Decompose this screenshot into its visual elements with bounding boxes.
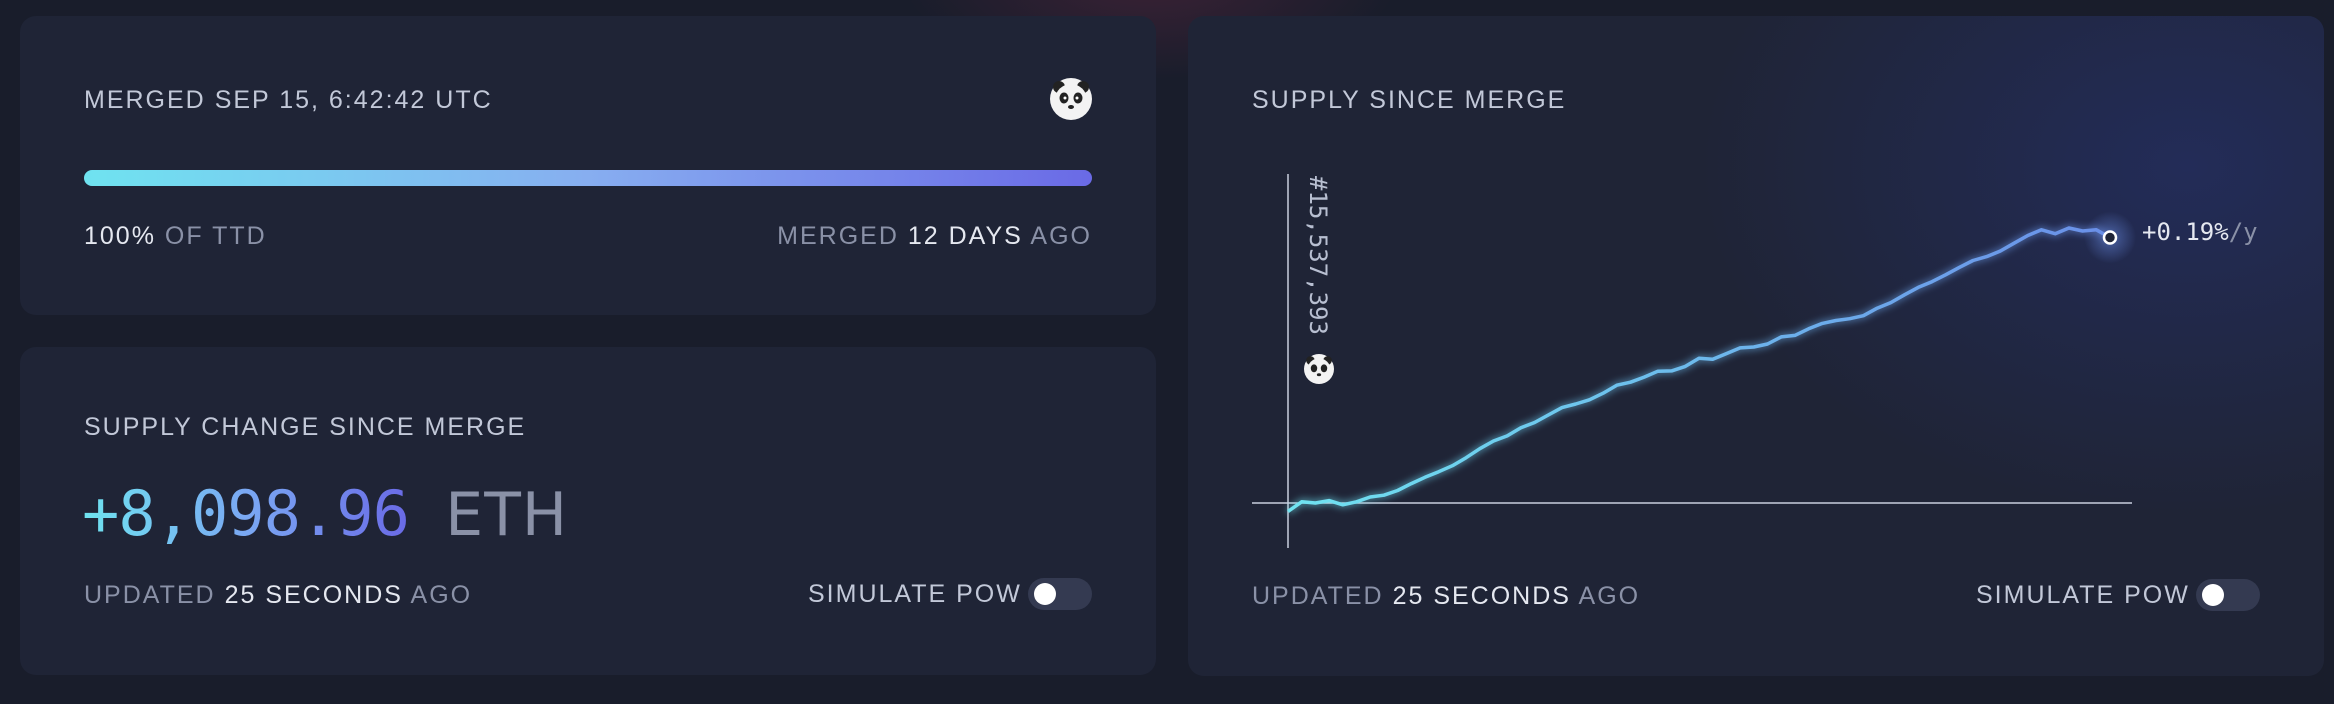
merged-ago: MERGED 12 DAYS AGO: [777, 222, 1092, 251]
supply-chart: [1252, 174, 2136, 548]
ttd-progress-bar: [84, 170, 1092, 186]
chart-updated-prefix: UPDATED: [1252, 582, 1384, 610]
annual-rate: +0.19%/y: [2142, 218, 2258, 246]
chart-updated: UPDATED 25 SECONDS AGO: [1252, 582, 1640, 611]
progress-caption: 100% OF TTD: [84, 222, 267, 251]
simulate-pow-label: SIMULATE PoW: [808, 580, 1022, 608]
supply-updated: UPDATED 25 SECONDS AGO: [84, 581, 472, 610]
supply-change-unit: ETH: [445, 480, 568, 550]
supply-change-value: +8,098.96: [82, 477, 410, 550]
merge-status-card: MERGED SEP 15, 6:42:42 UTC 100% OF TTD M…: [20, 16, 1156, 315]
rate-unit: /y: [2228, 218, 2258, 246]
updated-suffix: AGO: [410, 581, 473, 609]
series-group: [1286, 226, 2111, 513]
chart-updated-suffix: AGO: [1578, 582, 1641, 610]
merged-ago-suffix: AGO: [1030, 222, 1092, 250]
merge-title-date: SEP 15, 6:42:42 UTC: [214, 86, 493, 114]
simulate-pow-toggle[interactable]: [1028, 578, 1092, 610]
rate-value: +0.19%: [2142, 218, 2229, 246]
chart-simulate-pow-toggle[interactable]: [2196, 579, 2260, 611]
chart-toggle-knob: [2202, 584, 2224, 606]
supply-change-card: SUPPLY CHANGE SINCE MERGE +8,098.96 ETH …: [20, 347, 1156, 675]
merged-ago-prefix: MERGED: [777, 222, 899, 250]
updated-prefix: UPDATED: [84, 581, 216, 609]
chart-simulate-pow-label: SIMULATE PoW: [1976, 581, 2190, 609]
merged-ago-value: 12 DAYS: [907, 222, 1023, 250]
toggle-knob: [1034, 583, 1056, 605]
supply-change-amount: +8,098.96 ETH: [82, 477, 568, 550]
merge-block-number: #15,537,393: [1304, 176, 1332, 335]
supply-change-title: SUPPLY CHANGE SINCE MERGE: [84, 413, 527, 441]
progress-percent: 100%: [84, 222, 156, 250]
progress-label: OF TTD: [164, 222, 267, 250]
chart-updated-value: 25 SECONDS: [1392, 582, 1571, 610]
merge-title: MERGED SEP 15, 6:42:42 UTC: [84, 86, 493, 115]
endpoint-marker: [2102, 230, 2118, 245]
chart-title: SUPPLY SINCE MERGE: [1252, 86, 1567, 114]
panda-icon: [1050, 78, 1092, 120]
ttd-progress-fill: [84, 170, 1092, 186]
supply-chart-card: SUPPLY SINCE MERGE #15,537,393: [1188, 16, 2324, 676]
merge-panda-icon: [1304, 354, 1334, 384]
updated-value: 25 SECONDS: [224, 581, 403, 609]
supply-series-line: [1286, 226, 2111, 513]
merge-title-prefix: MERGED: [84, 86, 206, 114]
